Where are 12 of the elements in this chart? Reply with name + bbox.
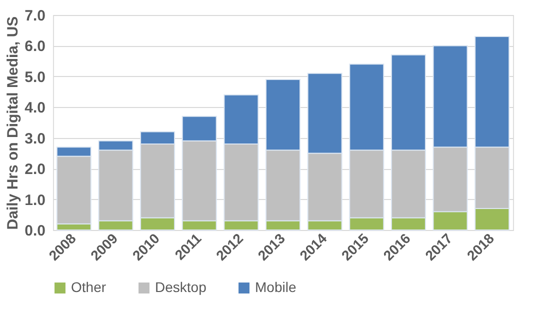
y-axis-title: Daily Hrs on Digital Media, US xyxy=(4,16,22,230)
legend-label: Mobile xyxy=(255,279,296,295)
y-tick-label: 3.0 xyxy=(24,130,46,148)
y-tick-label: 6.0 xyxy=(24,38,46,56)
legend-label: Desktop xyxy=(155,279,207,295)
legend-label: Other xyxy=(71,279,106,295)
y-tick-label: 7.0 xyxy=(24,8,46,24)
y-tick-label: 2.0 xyxy=(24,161,46,178)
y-tick-label: 0.0 xyxy=(24,222,46,240)
y-tick-label: 1.0 xyxy=(24,192,46,209)
y-tick-label: 4.0 xyxy=(24,100,46,117)
y-tick-label: 5.0 xyxy=(24,68,46,86)
